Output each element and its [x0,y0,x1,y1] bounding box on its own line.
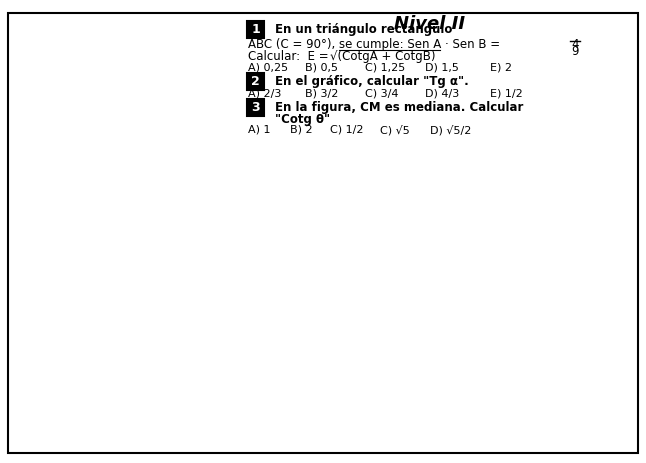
Text: Calcular:  E =: Calcular: E = [248,50,333,63]
Text: D) 4/3: D) 4/3 [425,88,459,98]
Text: E) 2: E) 2 [490,62,512,72]
FancyBboxPatch shape [247,99,264,116]
Text: A) 1: A) 1 [248,125,271,135]
Text: D) 1,5: D) 1,5 [425,62,459,72]
Text: 3: 3 [251,101,260,114]
FancyBboxPatch shape [247,73,264,90]
Text: En el gráfico, calcular "Tg α".: En el gráfico, calcular "Tg α". [275,75,469,88]
Text: E) 1/2: E) 1/2 [490,88,523,98]
Text: B) 2: B) 2 [290,125,313,135]
Text: ABC (C = 90°), se cumple: Sen A · Sen B =: ABC (C = 90°), se cumple: Sen A · Sen B … [248,38,504,51]
Text: A) 0,25: A) 0,25 [248,62,288,72]
Text: "Cotg θ": "Cotg θ" [275,113,330,126]
FancyBboxPatch shape [8,13,638,453]
Text: √(CotgA + CotgB): √(CotgA + CotgB) [330,50,435,63]
Text: C) 1,25: C) 1,25 [365,62,405,72]
FancyBboxPatch shape [247,20,264,38]
Text: C) √5: C) √5 [380,125,410,136]
Text: 9: 9 [571,45,579,58]
Text: 4: 4 [571,38,579,51]
Text: B) 3/2: B) 3/2 [305,88,339,98]
Text: En un triángulo rectángulo: En un triángulo rectángulo [275,23,452,36]
Text: A) 2/3: A) 2/3 [248,88,282,98]
Text: C) 1/2: C) 1/2 [330,125,364,135]
Text: Nivel II: Nivel II [395,15,466,33]
Text: D) √5/2: D) √5/2 [430,125,472,136]
Text: 2: 2 [251,75,260,88]
Text: 1: 1 [251,23,260,36]
Text: En la figura, CM es mediana. Calcular: En la figura, CM es mediana. Calcular [275,101,523,114]
Text: B) 0,5: B) 0,5 [305,62,338,72]
Text: C) 3/4: C) 3/4 [365,88,399,98]
